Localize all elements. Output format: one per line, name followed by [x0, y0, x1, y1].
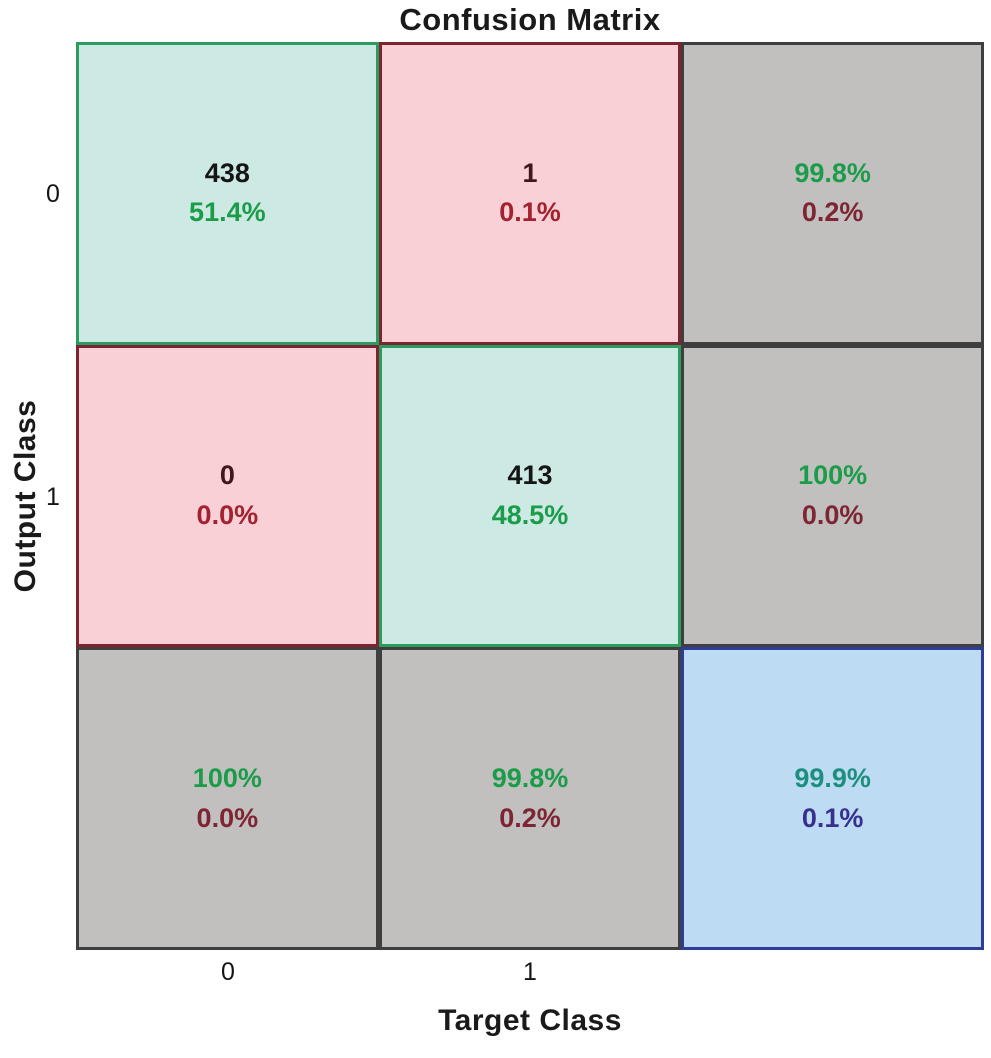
- x-tick-1: 1: [523, 958, 537, 986]
- matrix-cell-1-2: 100% 0.0%: [681, 344, 984, 648]
- cell-percent: 0.1%: [499, 197, 561, 228]
- cell-good-percent: 99.9%: [794, 762, 871, 793]
- cell-count: 438: [204, 157, 250, 188]
- matrix-cell-0-1: 1 0.1%: [378, 42, 682, 345]
- matrix-cell-2-2: 99.9% 0.1%: [681, 647, 984, 950]
- cell-count: 413: [507, 460, 553, 491]
- matrix-cell-0-2: 99.8% 0.2%: [681, 42, 984, 345]
- cell-bad-percent: 0.0%: [801, 499, 864, 530]
- cell-percent: 48.5%: [491, 499, 569, 530]
- y-tick-1: 1: [46, 483, 60, 511]
- chart-title: Confusion Matrix: [399, 2, 661, 37]
- cell-percent: 0.0%: [196, 499, 259, 530]
- cell-percent: 51.4%: [189, 197, 266, 228]
- y-tick-0: 0: [46, 180, 60, 208]
- matrix-cell-1-0: 0 0.0%: [76, 344, 379, 648]
- cell-good-percent: 100%: [192, 762, 262, 793]
- matrix-grid: 438 51.4% 1 0.1% 99.8% 0.2% 0 0.0% 413 4…: [76, 42, 984, 950]
- cell-good-percent: 99.8%: [794, 157, 871, 188]
- cell-bad-percent: 0.1%: [801, 802, 864, 833]
- matrix-cell-2-0: 100% 0.0%: [76, 647, 379, 950]
- matrix-cell-1-1: 413 48.5%: [378, 344, 682, 648]
- cell-bad-percent: 0.2%: [801, 197, 864, 228]
- matrix-cell-0-0: 438 51.4%: [76, 42, 379, 345]
- matrix-cell-2-1: 99.8% 0.2%: [378, 647, 682, 950]
- cell-good-percent: 100%: [798, 460, 868, 491]
- cell-bad-percent: 0.0%: [196, 802, 259, 833]
- cell-count: 1: [522, 157, 538, 188]
- x-axis-label: Target Class: [438, 1004, 622, 1037]
- cell-count: 0: [219, 460, 235, 491]
- cell-good-percent: 99.8%: [491, 762, 569, 793]
- x-tick-0: 0: [221, 958, 235, 986]
- cell-bad-percent: 0.2%: [499, 802, 561, 833]
